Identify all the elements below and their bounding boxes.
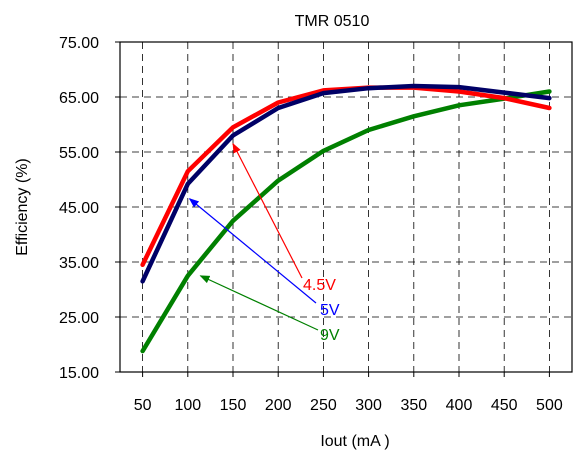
x-tick-label: 350 xyxy=(400,397,427,414)
plot-frame xyxy=(119,41,573,373)
x-tick-label: 150 xyxy=(220,397,247,414)
y-tick-label: 75.00 xyxy=(59,35,99,52)
x-tick-label: 100 xyxy=(174,397,201,414)
x-tick-label: 450 xyxy=(491,397,518,414)
y-tick-label: 65.00 xyxy=(59,90,99,107)
x-tick-label: 200 xyxy=(265,397,292,414)
series-line-4-5v xyxy=(140,85,552,268)
chart-title: TMR 0510 xyxy=(295,13,370,30)
series-line-9v xyxy=(140,89,552,354)
annotation-arrow-9v xyxy=(199,275,319,331)
y-axis-label: Efficiency (%) xyxy=(14,158,31,256)
annotation-arrow-4-5v xyxy=(232,142,303,279)
y-tick-label: 55.00 xyxy=(59,145,99,162)
y-tick-label: 25.00 xyxy=(59,310,99,327)
annotations: 4.5V 5V 9V xyxy=(188,142,340,344)
annotation-arrow-5v xyxy=(188,198,317,304)
ticks: 15.00 25.00 35.00 45.00 55.00 65.00 75.00 50 100… xyxy=(59,35,563,414)
x-tick-label: 400 xyxy=(446,397,473,414)
series xyxy=(140,83,552,354)
y-tick-label: 15.00 xyxy=(59,365,99,382)
annotation-label-4-5v: 4.5V xyxy=(303,277,336,294)
x-axis-label: Iout (mA ) xyxy=(320,433,389,450)
annotation-label-9v: 9V xyxy=(320,327,340,344)
annotation-label-5v: 5V xyxy=(320,302,340,319)
x-tick-label: 500 xyxy=(536,397,563,414)
x-tick-label: 300 xyxy=(355,397,382,414)
series-line-5v xyxy=(140,83,552,284)
y-tick-label: 45.00 xyxy=(59,200,99,217)
x-tick-label: 50 xyxy=(134,397,152,414)
x-tick-label: 250 xyxy=(310,397,337,414)
y-tick-label: 35.00 xyxy=(59,255,99,272)
